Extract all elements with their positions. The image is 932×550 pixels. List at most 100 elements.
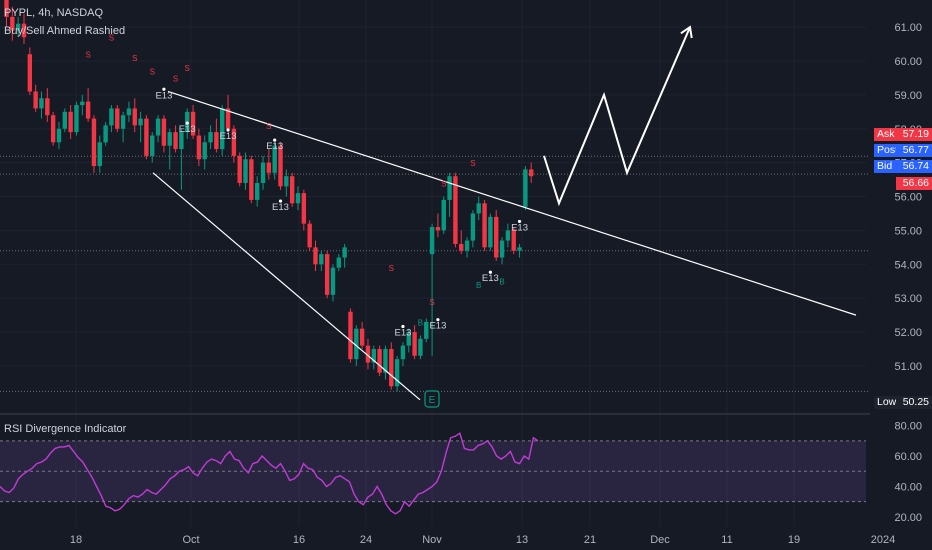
- candle: [394, 355, 400, 392]
- candle: [27, 47, 33, 95]
- price-axis-bg: [870, 0, 932, 550]
- sell-signal-label: S: [109, 34, 114, 43]
- candle-body: [50, 115, 56, 143]
- price-tag-label: Low: [874, 396, 898, 409]
- candle-body: [150, 135, 155, 156]
- time-tick-label: 19: [788, 534, 800, 546]
- earnings-badge-box: [424, 390, 440, 408]
- trendline-drawings[interactable]: [152, 25, 857, 401]
- price-tag-value: 56.66: [896, 177, 932, 190]
- candle-body: [208, 132, 213, 143]
- buy-signal-label: B: [418, 318, 423, 327]
- candle-body: [196, 135, 202, 160]
- candle-body: [499, 240, 505, 258]
- candle: [254, 176, 260, 207]
- candle: [74, 101, 79, 136]
- candle: [56, 121, 62, 150]
- candle-body: [249, 159, 254, 200]
- candle: [115, 105, 120, 133]
- time-tick-label: Nov: [422, 534, 442, 546]
- candle: [109, 105, 114, 133]
- candle-body: [342, 247, 347, 258]
- candle-body: [80, 101, 85, 106]
- time-tick-label: 24: [360, 534, 372, 546]
- rsi-tick-label: 80.00: [894, 421, 922, 433]
- candle: [21, 13, 27, 45]
- candle-body: [4, 0, 9, 17]
- indicator-legend[interactable]: Buy/Sell Ahmed Rashied: [4, 25, 126, 37]
- candle-body: [138, 118, 143, 126]
- time-tick-label: 11: [721, 534, 732, 546]
- price-tag-label: Post: [874, 144, 898, 157]
- candle: [4, 0, 9, 28]
- candle-body: [202, 142, 207, 160]
- candle-body: [289, 176, 295, 204]
- candle: [103, 121, 108, 146]
- candle-body: [400, 345, 406, 360]
- candle-body: [324, 254, 330, 295]
- price-level-lines: [0, 155, 870, 392]
- candle-body: [39, 98, 44, 109]
- sell-signal-label: S: [429, 298, 434, 307]
- candle-body: [295, 193, 301, 204]
- candle: [120, 111, 126, 143]
- candle-body: [453, 176, 458, 244]
- candle: [138, 111, 143, 143]
- candle-body: [307, 223, 312, 248]
- candle-body: [511, 230, 516, 251]
- candle-body: [155, 118, 161, 136]
- candle-body: [56, 128, 62, 143]
- candle: [155, 115, 161, 143]
- candle: [167, 128, 172, 170]
- candle: [319, 250, 324, 272]
- candle: [523, 166, 528, 211]
- price-tick-label: 51.00: [894, 361, 922, 373]
- projection-path: [543, 26, 691, 207]
- price-tick-label: 55.00: [894, 225, 922, 237]
- candle-body: [161, 118, 167, 146]
- candle: [459, 230, 464, 255]
- exit-dot: [517, 219, 522, 224]
- candle-body: [85, 101, 91, 119]
- candle-body: [429, 227, 435, 255]
- candle-body: [27, 54, 33, 92]
- earnings-badge-letter: E: [429, 395, 436, 406]
- exit-dot: [226, 128, 230, 132]
- candle-body: [447, 176, 452, 200]
- candle: [470, 210, 476, 248]
- candle-body: [523, 169, 528, 207]
- candle: [348, 308, 353, 363]
- exit-signal-label: E13: [511, 222, 528, 233]
- candle-body: [220, 108, 225, 150]
- candle: [499, 237, 505, 265]
- candle-body: [348, 311, 353, 360]
- candle-body: [435, 227, 441, 231]
- candle: [68, 105, 73, 139]
- candle-body: [272, 145, 277, 173]
- candle-body: [103, 125, 108, 143]
- exit-signal-label: E13: [272, 202, 289, 213]
- candle-body: [266, 162, 272, 173]
- candle-body: [377, 349, 382, 373]
- candle: [161, 115, 167, 153]
- candle: [435, 213, 441, 238]
- candle-body: [173, 132, 178, 150]
- candle: [190, 105, 196, 139]
- candle-body: [476, 203, 481, 214]
- exit-signal-label: E13: [220, 131, 237, 142]
- candle: [91, 115, 97, 173]
- price-tag-label: Bid: [874, 160, 898, 173]
- buy-signal-label: B: [476, 281, 481, 290]
- symbol-legend[interactable]: PYPL, 4h, NASDAQ: [4, 7, 104, 19]
- candle: [324, 250, 330, 299]
- price-tick-label: 59.00: [894, 90, 922, 102]
- sell-signal-label: S: [132, 54, 137, 63]
- sell-signal-label: S: [85, 51, 90, 60]
- rsi-legend[interactable]: RSI Divergence Indicator: [4, 423, 127, 435]
- rsi-tick-label: 20.00: [894, 512, 922, 524]
- candle-body: [74, 105, 79, 133]
- candle: [307, 220, 312, 251]
- sell-signal-label: S: [173, 74, 178, 83]
- candle-body: [109, 108, 114, 126]
